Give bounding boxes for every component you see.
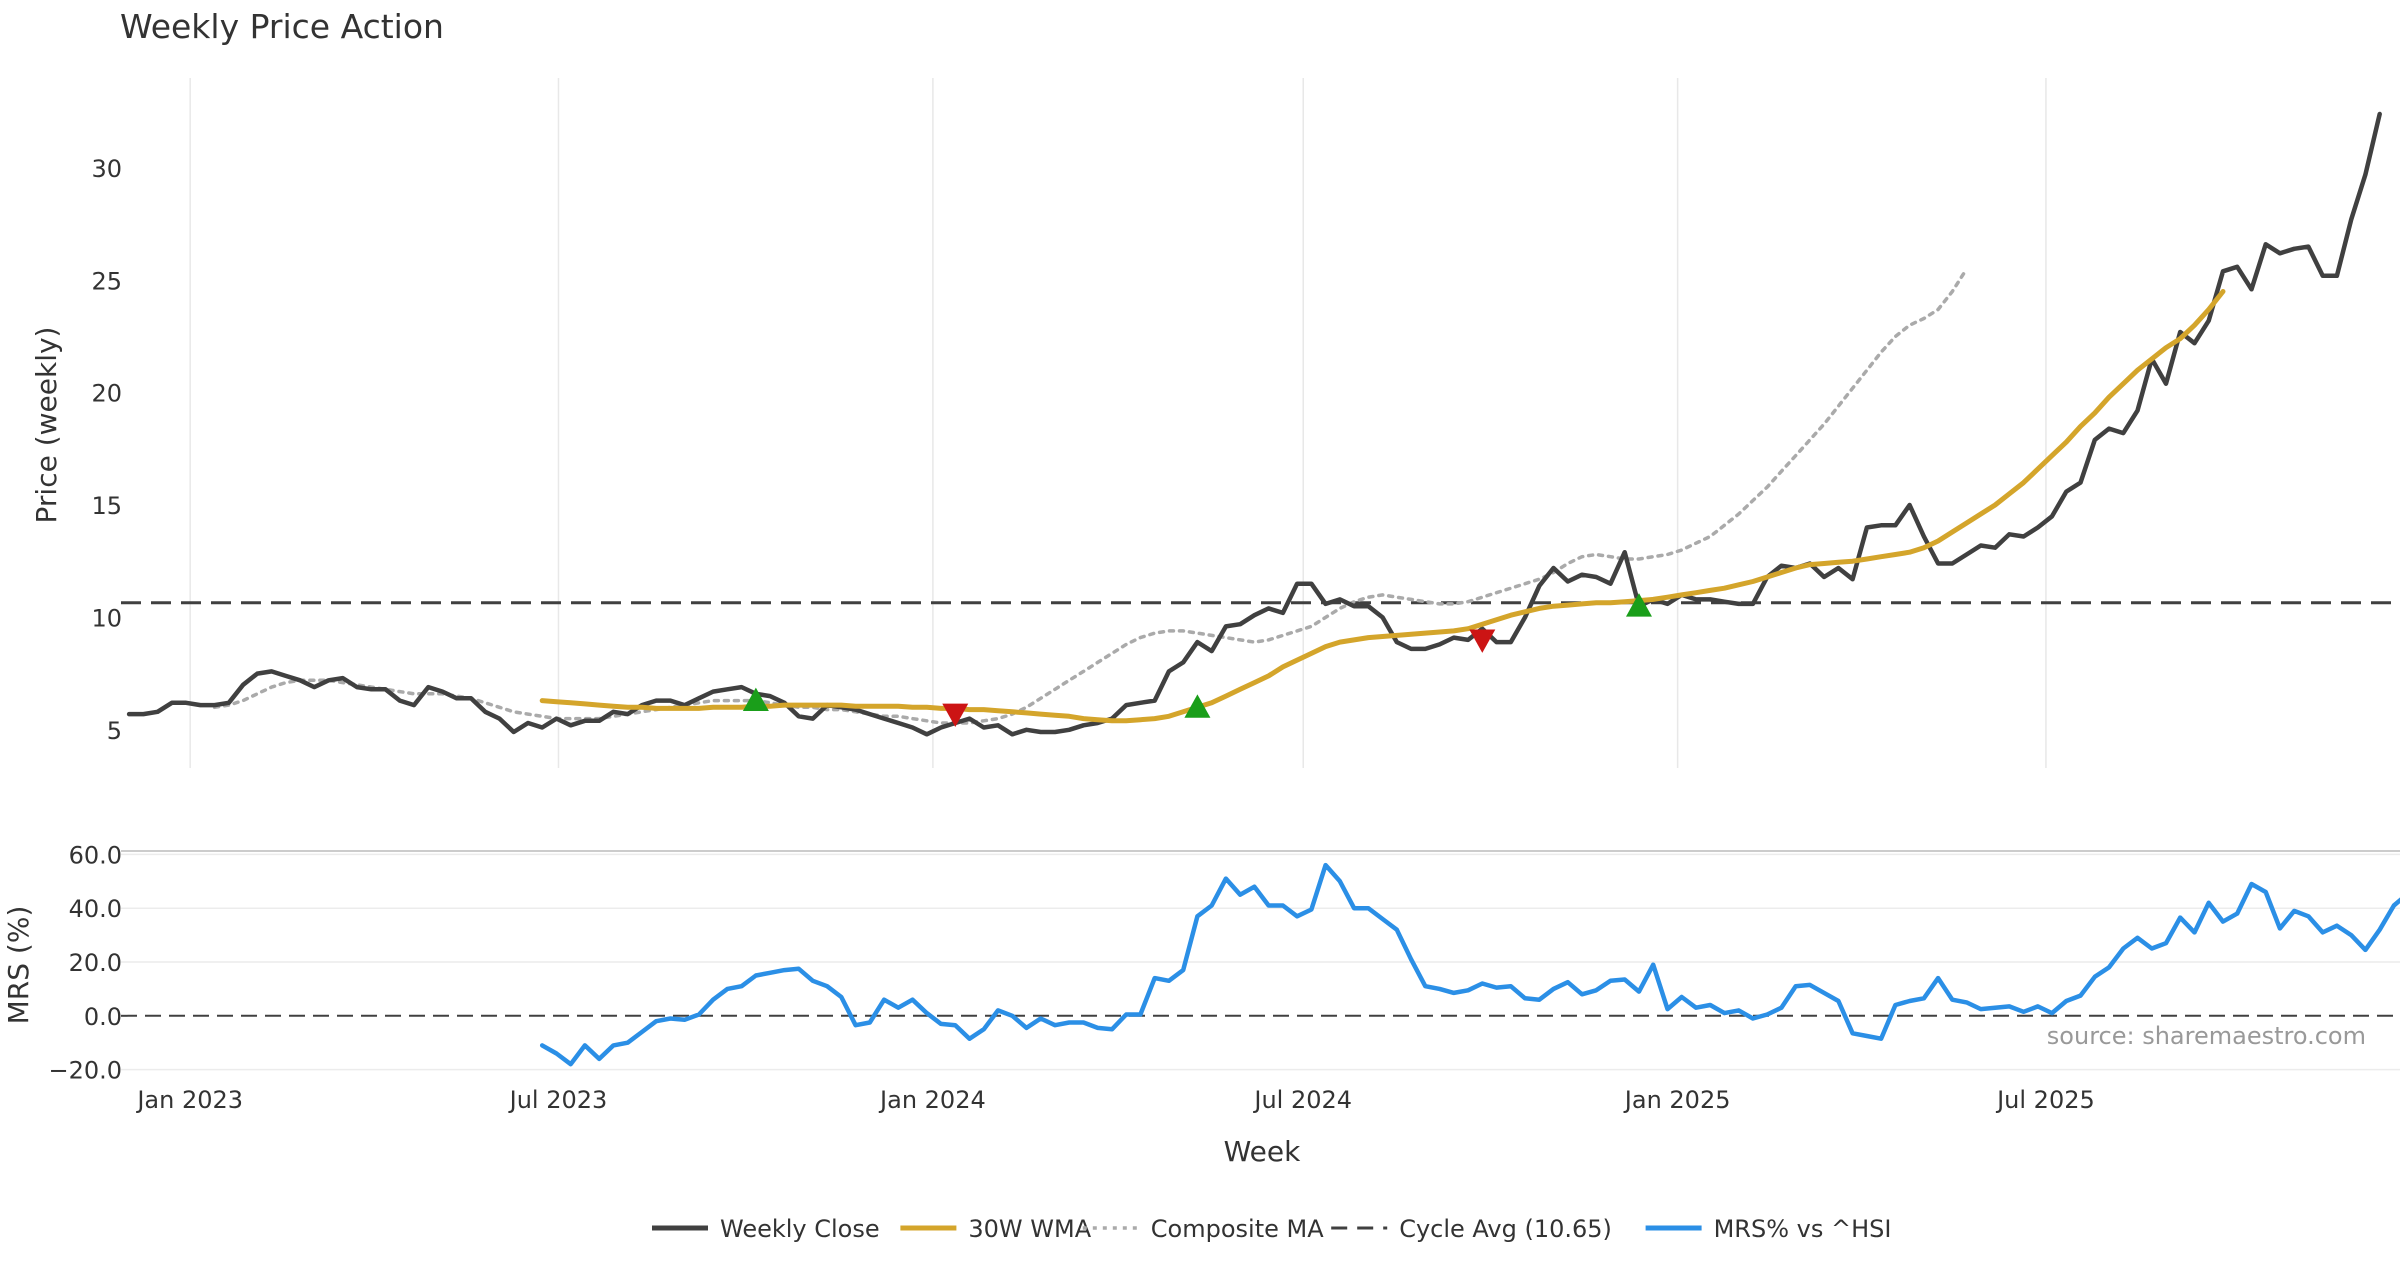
x-tick-label: Jul 2024 (1252, 1086, 1352, 1114)
legend-item: MRS% vs ^HSI (1645, 1215, 1892, 1243)
buy-signal-marker (742, 687, 769, 711)
buy-signal-marker (1625, 593, 1652, 617)
price-axis-label: Price (weekly) (30, 327, 63, 524)
chart-title: Weekly Price Action (120, 7, 444, 46)
mrs-line (539, 862, 2400, 1067)
buy-signal-marker (1184, 694, 1211, 718)
price-y-tick-label: 30 (91, 155, 122, 183)
x-tick-label: Jan 2024 (878, 1086, 986, 1114)
legend-label: Weekly Close (720, 1215, 880, 1243)
price-y-tick-label: 5 (107, 717, 122, 745)
legend-item: 30W WMA (900, 1215, 1092, 1243)
mrs-y-tick-label: 60.0 (69, 841, 122, 869)
price-y-tick-label: 25 (91, 267, 122, 295)
x-tick-label: Jan 2025 (1623, 1086, 1731, 1114)
mrs-y-tick-label: 0.0 (84, 1003, 122, 1031)
legend-label: MRS% vs ^HSI (1714, 1215, 1892, 1243)
legend-item: Weekly Close (652, 1215, 880, 1243)
price-y-tick-label: 10 (91, 604, 122, 632)
price-y-tick-label: 20 (91, 380, 122, 408)
mrs-axis-label: MRS (%) (2, 906, 35, 1025)
wma-30w-line (539, 289, 2226, 724)
x-tick-label: Jul 2025 (1995, 1086, 2095, 1114)
mrs-y-tick-label: −20.0 (48, 1057, 122, 1085)
legend-label: 30W WMA (968, 1215, 1091, 1243)
legend-item: Cycle Avg (10.65) (1331, 1215, 1612, 1243)
x-tick-label: Jan 2023 (135, 1086, 243, 1114)
markers-layer (742, 593, 1652, 728)
legend-label: Cycle Avg (10.65) (1399, 1215, 1612, 1243)
source-note: source: sharemaestro.com (2047, 1022, 2366, 1050)
price-y-tick-label: 15 (91, 492, 122, 520)
legend-item: Composite MA (1082, 1215, 1324, 1243)
sell-signal-marker (942, 703, 969, 728)
mrs-y-tick-label: 20.0 (69, 949, 122, 977)
series-layer (121, 111, 2400, 1067)
composite-ma-line (212, 267, 1969, 725)
legend: Weekly Close 30W WMA Composite MA Cycle Avg… (652, 1215, 1891, 1243)
x-tick-label: Jul 2023 (508, 1086, 608, 1114)
grid-layer (121, 78, 2400, 1071)
ticks-layer: Jan 2023 Jul 2023 Jan 2024 Jul 2024 Jan 2025… (48, 155, 2094, 1114)
x-axis-label: Week (1224, 1135, 1301, 1168)
weekly-close-line (126, 111, 2382, 737)
mrs-y-tick-label: 40.0 (69, 895, 122, 923)
sell-signal-marker (1469, 629, 1496, 653)
legend-label: Composite MA (1151, 1215, 1324, 1243)
